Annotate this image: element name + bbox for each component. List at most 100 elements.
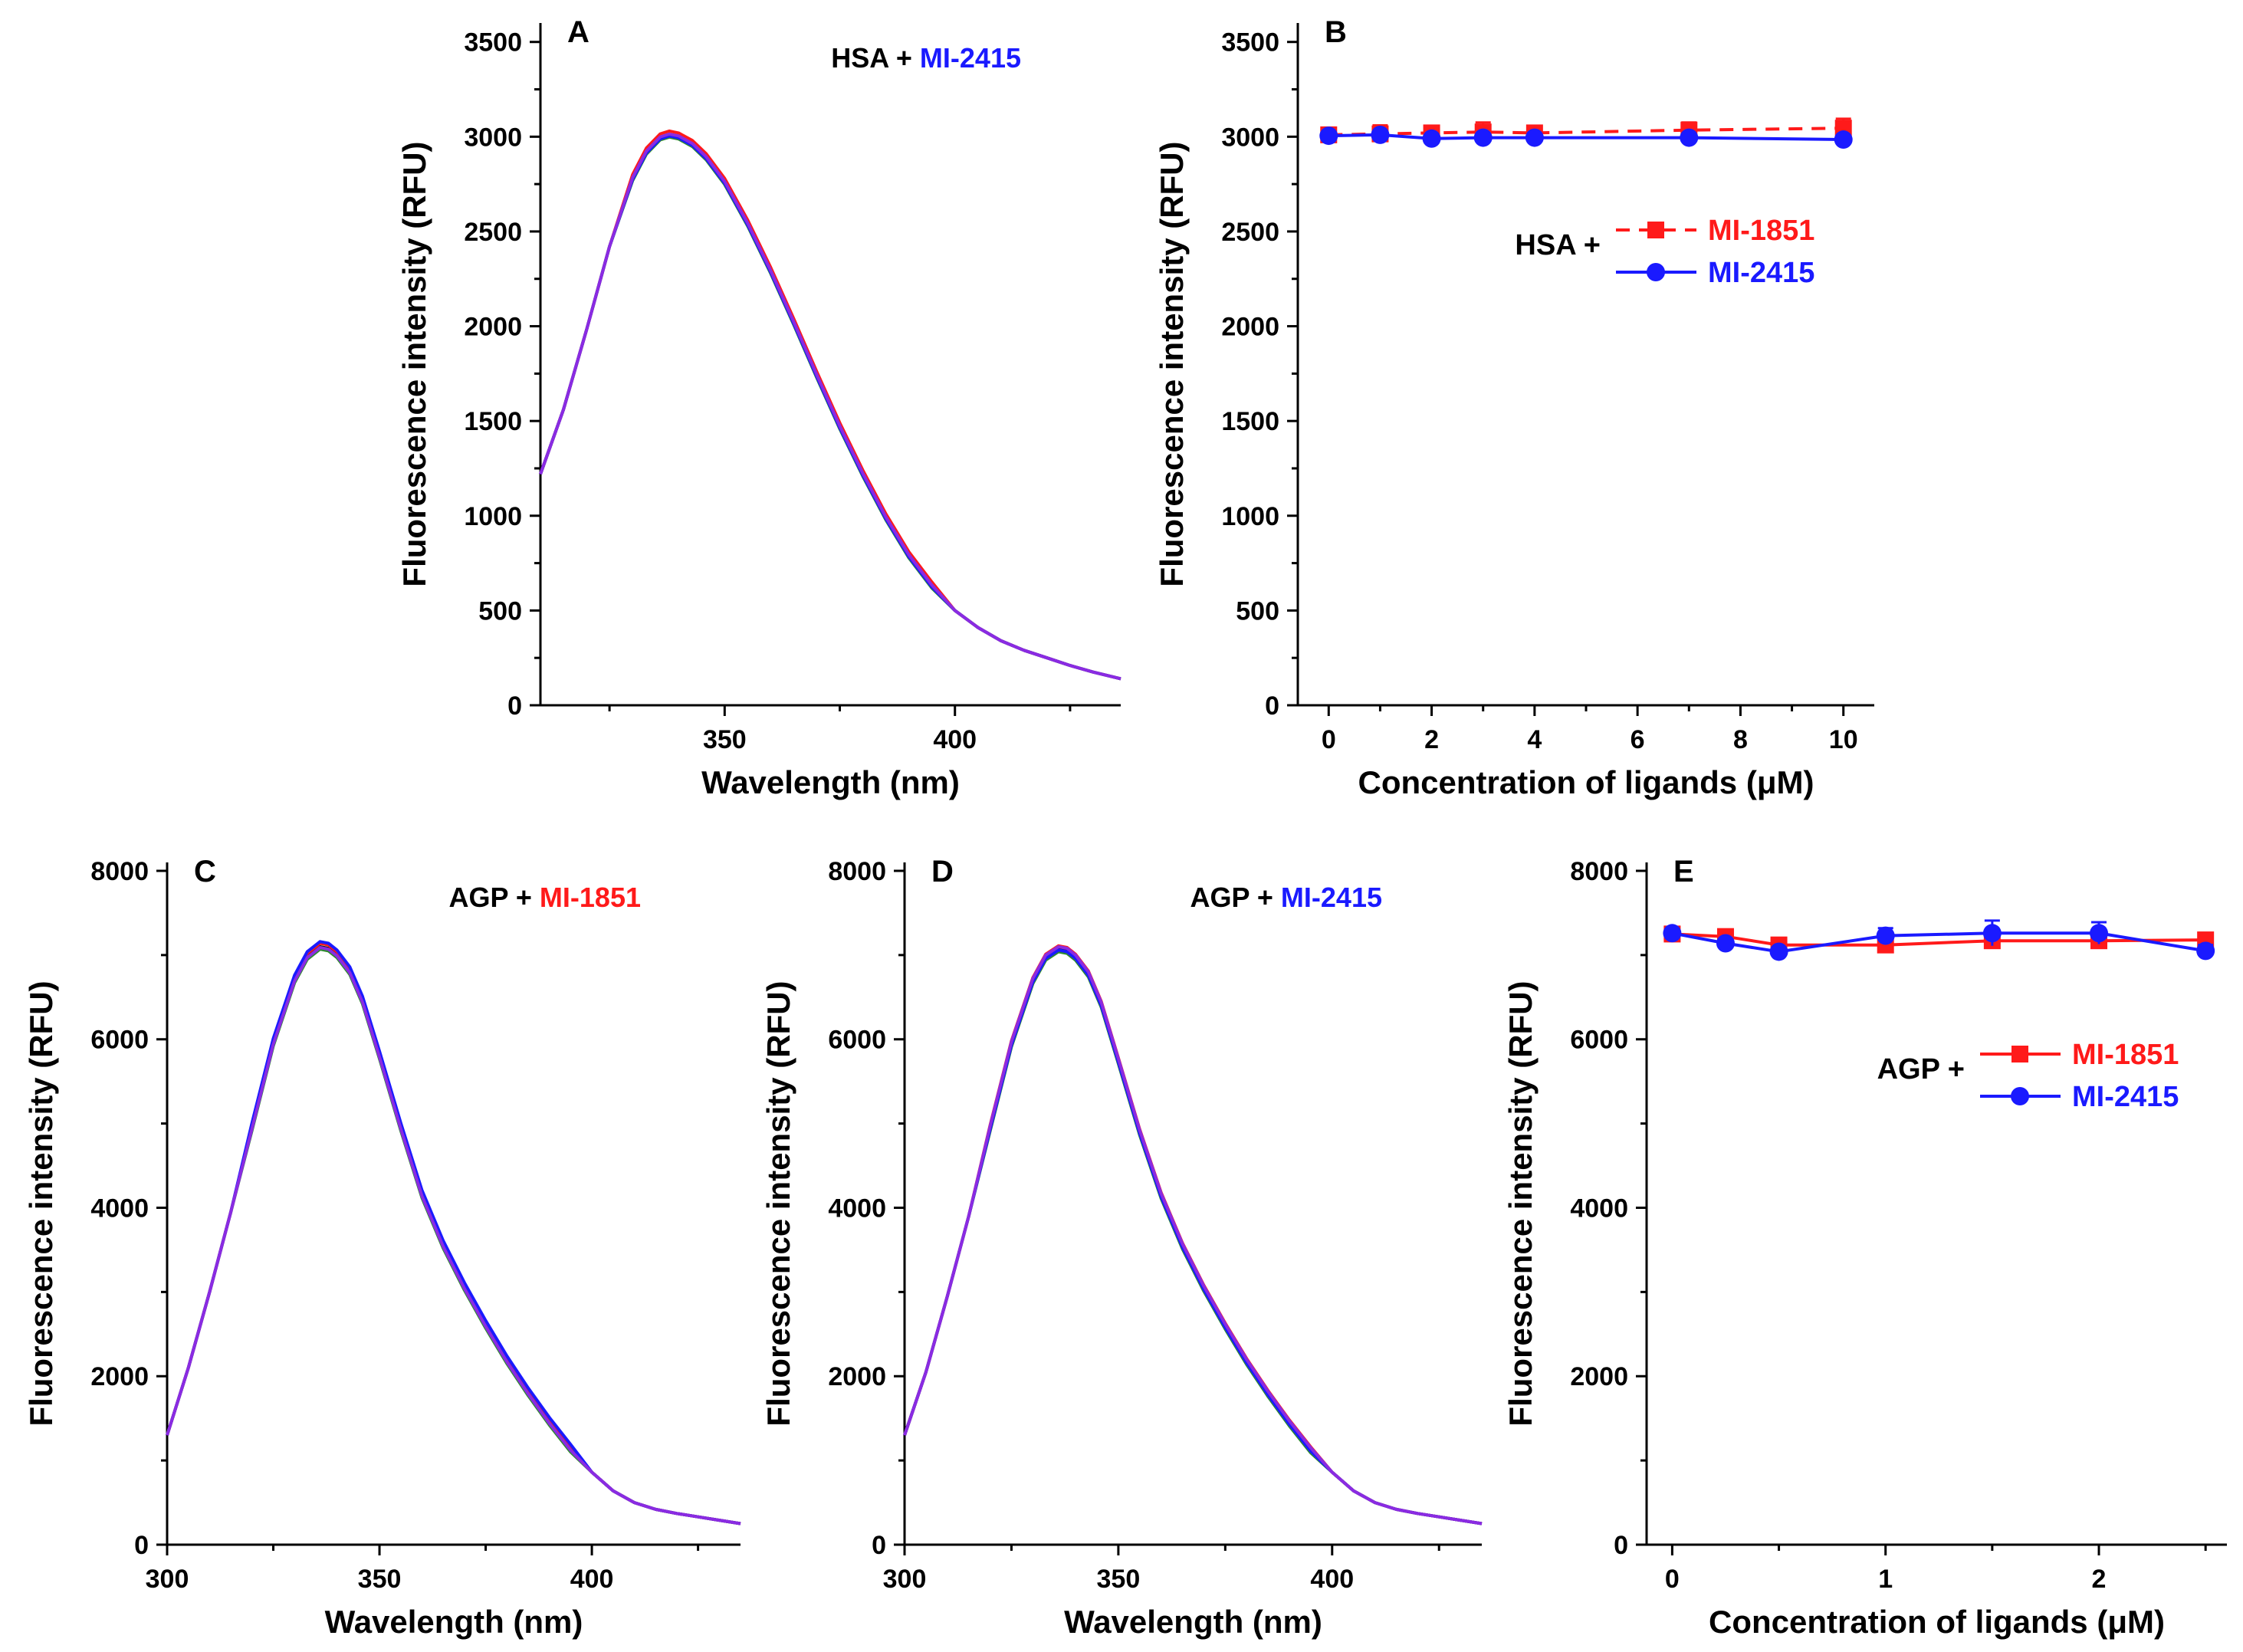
data-point-MI-2415 bbox=[1769, 942, 1788, 961]
y-tick-label: 500 bbox=[478, 596, 522, 626]
legend-label-MI-1851: MI-1851 bbox=[1708, 215, 1814, 247]
y-axis-title: Fluorescence intensity (RFU) bbox=[1502, 980, 1539, 1426]
y-tick-label: 2000 bbox=[828, 1362, 886, 1391]
y-axis-title: Fluorescence intensity (RFU) bbox=[760, 980, 796, 1426]
x-tick-label: 400 bbox=[933, 725, 977, 754]
x-tick-label: 1 bbox=[1878, 1565, 1893, 1594]
x-tick-label: 0 bbox=[1322, 725, 1336, 754]
legend-marker-MI-2415 bbox=[2011, 1087, 2029, 1105]
legend-prefix: HSA + bbox=[1515, 229, 1601, 261]
panel-title: HSA + MI-2415 bbox=[831, 42, 1021, 74]
x-tick-label: 2 bbox=[2092, 1565, 2107, 1594]
data-point-MI-2415 bbox=[2090, 924, 2109, 943]
y-tick-label: 500 bbox=[1236, 596, 1279, 626]
y-tick-label: 3500 bbox=[1221, 28, 1279, 57]
y-tick-label: 3500 bbox=[464, 28, 522, 57]
y-tick-label: 2000 bbox=[1221, 313, 1279, 342]
y-tick-label: 1500 bbox=[1221, 407, 1279, 436]
x-tick-label: 300 bbox=[146, 1565, 189, 1594]
y-tick-label: 1500 bbox=[464, 407, 522, 436]
legend-prefix: AGP + bbox=[1877, 1053, 1965, 1085]
data-point-MI-2415 bbox=[1834, 130, 1853, 149]
spectrum-line-trace-1 bbox=[903, 947, 1483, 1526]
data-point-MI-2415 bbox=[1876, 926, 1895, 945]
y-tick-label: 0 bbox=[1614, 1531, 1628, 1560]
y-tick-label: 6000 bbox=[1570, 1026, 1628, 1055]
data-point-MI-2415 bbox=[1525, 128, 1544, 147]
data-point-MI-2415 bbox=[1422, 129, 1441, 148]
legend-label-MI-1851: MI-1851 bbox=[2072, 1039, 2179, 1071]
y-tick-label: 3000 bbox=[1221, 123, 1279, 152]
legend: AGP + MI-1851 MI-2415 bbox=[1877, 1039, 2179, 1113]
y-tick-label: 2500 bbox=[1221, 218, 1279, 247]
x-tick-label: 350 bbox=[358, 1565, 402, 1594]
spectrum-line-trace-4 bbox=[166, 940, 741, 1526]
x-tick-label: 2 bbox=[1424, 725, 1439, 754]
y-tick-label: 8000 bbox=[90, 857, 149, 886]
y-tick-label: 1000 bbox=[464, 502, 522, 531]
spectrum-line-trace-1 bbox=[166, 944, 741, 1526]
legend-marker-MI-1851 bbox=[2011, 1046, 2028, 1062]
y-tick-label: 4000 bbox=[1570, 1194, 1628, 1223]
x-tick-label: 400 bbox=[570, 1565, 614, 1594]
x-tick-label: 4 bbox=[1527, 725, 1542, 754]
spectrum-line-trace-5 bbox=[903, 944, 1483, 1526]
spectrum-line-trace-3 bbox=[166, 941, 741, 1526]
y-tick-label: 2500 bbox=[464, 218, 522, 247]
y-tick-label: 3000 bbox=[464, 123, 522, 152]
x-axis-title: Concentration of ligands (μM) bbox=[1709, 1604, 2165, 1640]
series-line-MI-1851 bbox=[1328, 126, 1844, 136]
data-point-MI-2415 bbox=[1663, 924, 1682, 943]
panel-label: C bbox=[194, 855, 216, 888]
panel-title: AGP + MI-2415 bbox=[1190, 882, 1382, 913]
panel-label: D bbox=[931, 855, 954, 888]
legend-marker-MI-2415 bbox=[1647, 263, 1665, 281]
x-tick-label: 400 bbox=[1310, 1565, 1354, 1594]
x-axis-title: Wavelength (nm) bbox=[325, 1604, 583, 1640]
x-tick-label: 8 bbox=[1733, 725, 1748, 754]
x-axis-title: Wavelength (nm) bbox=[701, 764, 960, 800]
panel-label: A bbox=[567, 15, 589, 49]
panel-C: 0 2000 4000 6000 8000 300 350 400 Wavelength (nm… bbox=[23, 855, 741, 1640]
spectrum-line-trace-2 bbox=[903, 950, 1483, 1526]
panel-title-prefix: AGP + bbox=[1190, 882, 1281, 913]
y-axis-title: Fluorescence intensity (RFU) bbox=[1154, 141, 1190, 586]
y-tick-label: 0 bbox=[872, 1531, 886, 1560]
x-tick-label: 350 bbox=[703, 725, 747, 754]
y-axis-title: Fluorescence intensity (RFU) bbox=[23, 980, 59, 1426]
panel-title-prefix: AGP + bbox=[449, 882, 540, 913]
y-tick-label: 8000 bbox=[1570, 857, 1628, 886]
panel-label: B bbox=[1325, 15, 1347, 49]
y-tick-label: 2000 bbox=[90, 1362, 149, 1391]
y-tick-label: 0 bbox=[1265, 691, 1279, 721]
panel-label: E bbox=[1673, 855, 1694, 888]
spectrum-line-trace-3 bbox=[903, 944, 1483, 1526]
y-tick-label: 0 bbox=[507, 691, 522, 721]
data-point-MI-2415 bbox=[1680, 128, 1699, 147]
data-point-MI-2415 bbox=[1473, 128, 1493, 147]
series-line-MI-2415 bbox=[1328, 133, 1844, 141]
panel-D: 0 2000 4000 6000 8000 300 350 400 Wavelength (nm… bbox=[760, 855, 1483, 1640]
x-axis-title: Wavelength (nm) bbox=[1064, 1604, 1322, 1640]
y-tick-label: 1000 bbox=[1221, 502, 1279, 531]
y-tick-label: 2000 bbox=[1570, 1362, 1628, 1391]
x-tick-label: 350 bbox=[1097, 1565, 1141, 1594]
x-tick-label: 0 bbox=[1665, 1565, 1680, 1594]
spectrum-line-trace-2 bbox=[166, 948, 741, 1526]
x-tick-label: 10 bbox=[1829, 725, 1858, 754]
y-tick-label: 0 bbox=[134, 1531, 149, 1560]
y-tick-label: 6000 bbox=[828, 1026, 886, 1055]
legend: HSA + MI-1851 MI-2415 bbox=[1515, 215, 1814, 289]
legend-marker-MI-1851 bbox=[1647, 222, 1664, 238]
data-point-MI-2415 bbox=[1716, 934, 1735, 953]
y-axis-title: Fluorescence intensity (RFU) bbox=[396, 141, 432, 586]
x-axis-title: Concentration of ligands (μM) bbox=[1358, 764, 1814, 800]
panel-title-ligand: MI-2415 bbox=[920, 42, 1021, 74]
data-point-MI-2415 bbox=[1982, 924, 2002, 943]
panel-title-ligand: MI-1851 bbox=[540, 882, 641, 913]
y-tick-label: 8000 bbox=[828, 857, 886, 886]
panel-E: 0 2000 4000 6000 8000 0 1 2 Concentration of lig… bbox=[1502, 855, 2227, 1640]
legend-label-MI-2415: MI-2415 bbox=[2072, 1081, 2179, 1113]
y-tick-label: 4000 bbox=[90, 1194, 149, 1223]
